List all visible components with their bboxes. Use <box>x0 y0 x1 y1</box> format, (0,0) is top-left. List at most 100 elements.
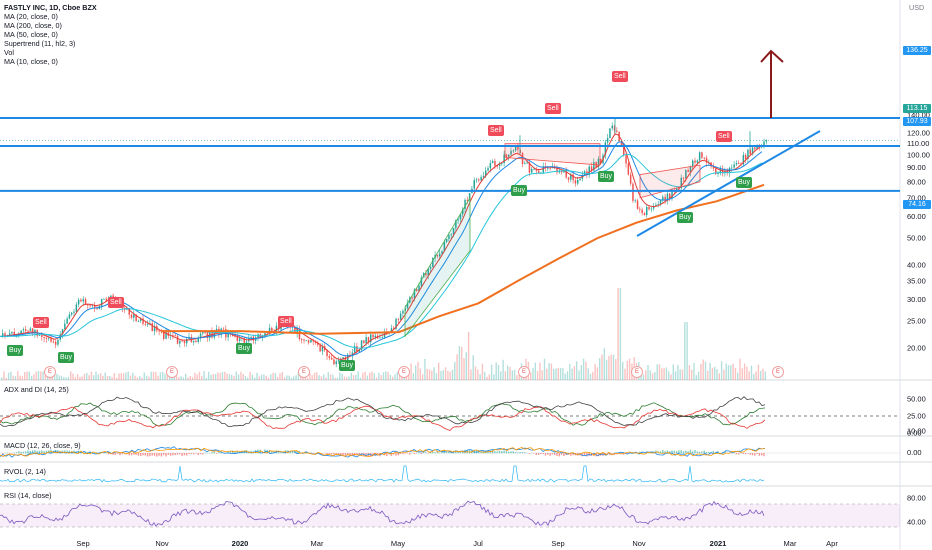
candle-body <box>613 125 616 131</box>
volume-bar <box>438 362 440 380</box>
macd-histogram-bar <box>87 451 89 454</box>
volume-bar <box>113 372 116 380</box>
candle-body <box>374 335 377 338</box>
volume-bar <box>191 377 194 380</box>
volume-bar <box>555 368 557 380</box>
candle-body <box>666 193 669 201</box>
buy-signal: Buy <box>58 352 75 363</box>
candle-body <box>20 330 22 334</box>
candle-body <box>712 166 715 169</box>
volume-bar <box>364 371 366 380</box>
indicator-ma200-label[interactable]: MA (200, close, 0) <box>4 21 62 30</box>
volume-bar <box>504 371 507 380</box>
volume-bar <box>513 369 516 380</box>
indicator-supertrend-label[interactable]: Supertrend (11, hl2, 3) <box>4 39 76 48</box>
macd-histogram-bar <box>181 453 183 457</box>
volume-bar <box>194 372 196 380</box>
macd-histogram-bar <box>542 453 544 455</box>
macd-histogram-bar <box>420 453 422 455</box>
macd-histogram-bar <box>133 453 135 455</box>
candle-body <box>234 336 236 338</box>
rvol-pane-label[interactable]: RVOL (2, 14) <box>4 467 46 476</box>
candle-body <box>639 208 641 210</box>
x-axis-tick-label: 2021 <box>710 539 727 548</box>
earnings-icon[interactable]: E <box>166 366 178 378</box>
macd-histogram-bar <box>754 453 756 456</box>
macd-histogram-bar <box>535 453 537 455</box>
candle-body <box>140 318 142 321</box>
volume-bar <box>493 374 495 380</box>
candle-body <box>176 335 179 344</box>
volume-bar <box>596 367 599 380</box>
x-axis-tick-label: 2020 <box>232 539 249 548</box>
macd-histogram-bar <box>763 453 765 457</box>
macd-histogram-bar <box>169 453 172 456</box>
currency-label: USD <box>909 3 925 12</box>
volume-bar <box>203 371 205 380</box>
candle-body <box>82 299 84 302</box>
indicator-ma10-label[interactable]: MA (10, close, 0) <box>4 57 58 66</box>
earnings-icon[interactable]: E <box>772 366 784 378</box>
macd-histogram-bar <box>174 453 176 456</box>
volume-bar <box>440 370 442 380</box>
rsi-pane-label[interactable]: RSI (14, close) <box>4 491 52 500</box>
volume-bar <box>12 375 14 380</box>
candle-body <box>326 350 328 357</box>
macd-histogram-bar <box>296 451 298 454</box>
volume-bar <box>325 377 327 380</box>
volume-bar <box>28 371 30 380</box>
volume-bar <box>387 371 389 380</box>
earnings-icon[interactable]: E <box>631 366 643 378</box>
macd-histogram-bar <box>560 453 563 455</box>
earnings-icon[interactable]: E <box>398 366 410 378</box>
volume-bar <box>530 372 532 380</box>
indicator-vol-label[interactable]: Vol <box>4 48 14 57</box>
macd-histogram-bar <box>393 453 395 455</box>
macd-histogram-bar <box>673 450 675 454</box>
volume-bar <box>603 348 605 380</box>
adx-pane-label[interactable]: ADX and DI (14, 25) <box>4 385 69 394</box>
volume-bar <box>102 375 104 380</box>
candle-body <box>94 304 96 309</box>
macd-histogram-bar <box>422 451 425 454</box>
macd-pane-label[interactable]: MACD (12, 26, close, 9) <box>4 441 81 450</box>
volume-bar <box>141 377 143 380</box>
buy-signal: Buy <box>511 185 528 196</box>
candle-body <box>264 333 266 336</box>
candle-body <box>510 150 512 155</box>
volume-bar <box>486 376 488 380</box>
macd-histogram-bar <box>721 451 724 454</box>
candle-body <box>459 214 462 220</box>
earnings-icon[interactable]: E <box>298 366 310 378</box>
volume-bar <box>76 374 79 380</box>
macd-histogram-bar <box>36 450 38 454</box>
candle-body <box>678 187 680 189</box>
candle-body <box>367 337 370 343</box>
earnings-icon[interactable]: E <box>518 366 530 378</box>
volume-bar <box>382 372 385 380</box>
candle-body <box>397 318 400 320</box>
macd-histogram-bar <box>294 451 296 454</box>
volume-bar <box>201 376 203 380</box>
candle-body <box>135 314 137 322</box>
volume-bar <box>727 365 730 380</box>
volume-bar <box>720 361 723 380</box>
macd-histogram-bar <box>524 452 526 454</box>
volume-bar <box>474 366 477 380</box>
candle-body <box>174 335 176 337</box>
x-axis-tick-label: Jul <box>473 539 483 548</box>
volume-bar <box>111 377 113 380</box>
supertrend-bear-zone <box>504 143 601 166</box>
indicator-ma20-label[interactable]: MA (20, close, 0) <box>4 12 58 21</box>
candle-body <box>680 177 682 189</box>
macd-histogram-bar <box>112 453 114 455</box>
volume-bar <box>116 377 118 380</box>
candle-body <box>439 253 441 257</box>
earnings-icon[interactable]: E <box>44 366 56 378</box>
candle-body <box>342 357 344 359</box>
volume-bar <box>357 371 359 380</box>
volume-bar <box>74 377 76 380</box>
indicator-ma50-label[interactable]: MA (50, close, 0) <box>4 30 58 39</box>
candle-body <box>25 329 27 331</box>
volume-bar <box>587 368 589 380</box>
